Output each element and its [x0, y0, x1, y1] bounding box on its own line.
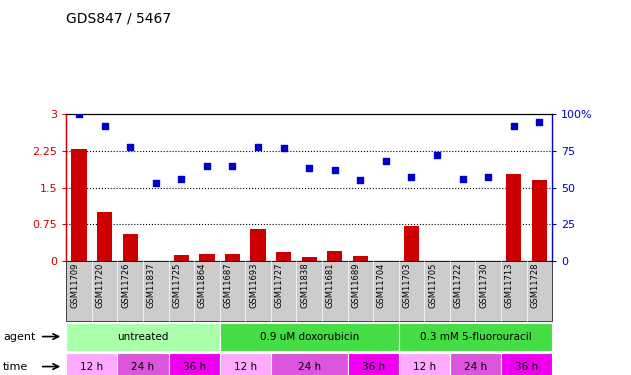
- Bar: [404, 225, 419, 261]
- Point: [457, 176, 468, 182]
- Point: [381, 158, 391, 164]
- Text: GSM11687: GSM11687: [223, 262, 232, 308]
- Point: [432, 152, 442, 158]
- Bar: [71, 148, 86, 261]
- Bar: [353, 256, 368, 261]
- Bar: [302, 257, 317, 261]
- Point: [483, 174, 493, 180]
- Point: [278, 145, 288, 151]
- Text: GSM11722: GSM11722: [454, 262, 463, 308]
- Text: GSM11709: GSM11709: [70, 262, 79, 308]
- Text: 36 h: 36 h: [515, 362, 538, 372]
- Bar: [251, 229, 266, 261]
- Point: [100, 123, 110, 129]
- Bar: [199, 254, 215, 261]
- Text: untreated: untreated: [117, 332, 168, 342]
- Text: 12 h: 12 h: [233, 362, 257, 372]
- Bar: [122, 234, 138, 261]
- Point: [304, 165, 314, 171]
- Text: GSM11726: GSM11726: [121, 262, 130, 308]
- Point: [125, 144, 135, 150]
- Text: GSM11681: GSM11681: [326, 262, 335, 308]
- Text: GSM11713: GSM11713: [505, 262, 514, 308]
- Text: GSM11838: GSM11838: [300, 262, 309, 308]
- Text: 36 h: 36 h: [182, 362, 206, 372]
- Text: GSM11727: GSM11727: [274, 262, 283, 308]
- Text: GSM11693: GSM11693: [249, 262, 258, 308]
- Point: [406, 174, 416, 180]
- Text: GSM11837: GSM11837: [147, 262, 156, 308]
- Point: [509, 123, 519, 129]
- Text: 12 h: 12 h: [413, 362, 436, 372]
- Bar: [327, 251, 343, 261]
- Text: GSM11704: GSM11704: [377, 262, 386, 308]
- Bar: [506, 174, 521, 261]
- Bar: [225, 254, 240, 261]
- Bar: [97, 212, 112, 261]
- Point: [355, 177, 365, 183]
- Text: 24 h: 24 h: [131, 362, 155, 372]
- Point: [253, 144, 263, 150]
- Bar: [276, 252, 292, 261]
- Text: 24 h: 24 h: [464, 362, 487, 372]
- Bar: [174, 255, 189, 261]
- Text: GDS847 / 5467: GDS847 / 5467: [66, 11, 172, 25]
- Point: [534, 118, 545, 124]
- Text: GSM11728: GSM11728: [530, 262, 540, 308]
- Point: [330, 167, 340, 173]
- Point: [227, 163, 237, 169]
- Text: 36 h: 36 h: [362, 362, 385, 372]
- Text: GSM11705: GSM11705: [428, 262, 437, 308]
- Text: GSM11703: GSM11703: [403, 262, 411, 308]
- Point: [74, 111, 84, 117]
- Text: GSM11864: GSM11864: [198, 262, 207, 308]
- Bar: [532, 180, 547, 261]
- Point: [151, 180, 161, 186]
- Text: 12 h: 12 h: [80, 362, 103, 372]
- Text: 0.3 mM 5-fluorouracil: 0.3 mM 5-fluorouracil: [420, 332, 531, 342]
- Text: agent: agent: [3, 332, 35, 342]
- Text: GSM11689: GSM11689: [351, 262, 360, 308]
- Text: 0.9 uM doxorubicin: 0.9 uM doxorubicin: [259, 332, 359, 342]
- Text: 24 h: 24 h: [298, 362, 321, 372]
- Text: GSM11725: GSM11725: [172, 262, 181, 308]
- Text: GSM11730: GSM11730: [479, 262, 488, 308]
- Text: GSM11720: GSM11720: [96, 262, 105, 308]
- Text: time: time: [3, 362, 28, 372]
- Point: [176, 176, 186, 182]
- Point: [202, 163, 212, 169]
